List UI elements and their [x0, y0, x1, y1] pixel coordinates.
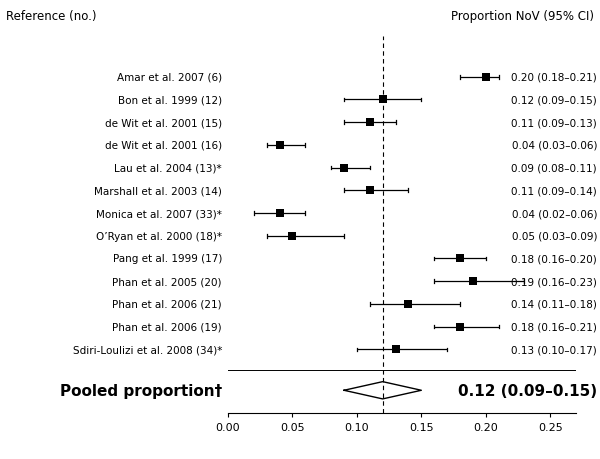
Text: Reference (no.): Reference (no.) — [6, 10, 97, 23]
Text: 0.11 (0.09–0.13): 0.11 (0.09–0.13) — [511, 118, 597, 128]
Text: Lau et al. 2004 (13)*: Lau et al. 2004 (13)* — [115, 163, 222, 173]
Text: Pooled proportion†: Pooled proportion† — [60, 383, 222, 398]
Text: 0.13 (0.10–0.17): 0.13 (0.10–0.17) — [511, 345, 597, 355]
Text: 0.18 (0.16–0.20): 0.18 (0.16–0.20) — [511, 254, 597, 264]
Text: 0.04 (0.02–0.06): 0.04 (0.02–0.06) — [511, 208, 597, 218]
Text: 0.09 (0.08–0.11): 0.09 (0.08–0.11) — [511, 163, 597, 173]
Text: Sdiri-Loulizi et al. 2008 (34)*: Sdiri-Loulizi et al. 2008 (34)* — [73, 345, 222, 355]
Text: Bon et al. 1999 (12): Bon et al. 1999 (12) — [118, 95, 222, 105]
Text: de Wit et al. 2001 (16): de Wit et al. 2001 (16) — [105, 140, 222, 151]
Text: Monica et al. 2007 (33)*: Monica et al. 2007 (33)* — [96, 208, 222, 218]
Text: Phan et al. 2005 (20): Phan et al. 2005 (20) — [113, 277, 222, 286]
Text: 0.05 (0.03–0.09): 0.05 (0.03–0.09) — [511, 231, 597, 241]
Text: 0.04 (0.03–0.06): 0.04 (0.03–0.06) — [511, 140, 597, 151]
Text: 0.19 (0.16–0.23): 0.19 (0.16–0.23) — [511, 277, 597, 286]
Text: 0.14 (0.11–0.18): 0.14 (0.11–0.18) — [511, 299, 597, 309]
Text: de Wit et al. 2001 (15): de Wit et al. 2001 (15) — [105, 118, 222, 128]
Text: Pang et al. 1999 (17): Pang et al. 1999 (17) — [113, 254, 222, 264]
Text: Phan et al. 2006 (19): Phan et al. 2006 (19) — [112, 322, 222, 332]
Text: 0.11 (0.09–0.14): 0.11 (0.09–0.14) — [511, 186, 597, 196]
Text: 0.12 (0.09–0.15): 0.12 (0.09–0.15) — [458, 383, 597, 398]
Text: Marshall et al. 2003 (14): Marshall et al. 2003 (14) — [94, 186, 222, 196]
Text: Phan et al. 2006 (21): Phan et al. 2006 (21) — [112, 299, 222, 309]
Text: 0.20 (0.18–0.21): 0.20 (0.18–0.21) — [511, 73, 597, 83]
Text: 0.18 (0.16–0.21): 0.18 (0.16–0.21) — [511, 322, 597, 332]
Text: Proportion NoV (95% CI): Proportion NoV (95% CI) — [451, 10, 594, 23]
Text: 0.12 (0.09–0.15): 0.12 (0.09–0.15) — [511, 95, 597, 105]
Text: Amar et al. 2007 (6): Amar et al. 2007 (6) — [117, 73, 222, 83]
Text: O’Ryan et al. 2000 (18)*: O’Ryan et al. 2000 (18)* — [96, 231, 222, 241]
